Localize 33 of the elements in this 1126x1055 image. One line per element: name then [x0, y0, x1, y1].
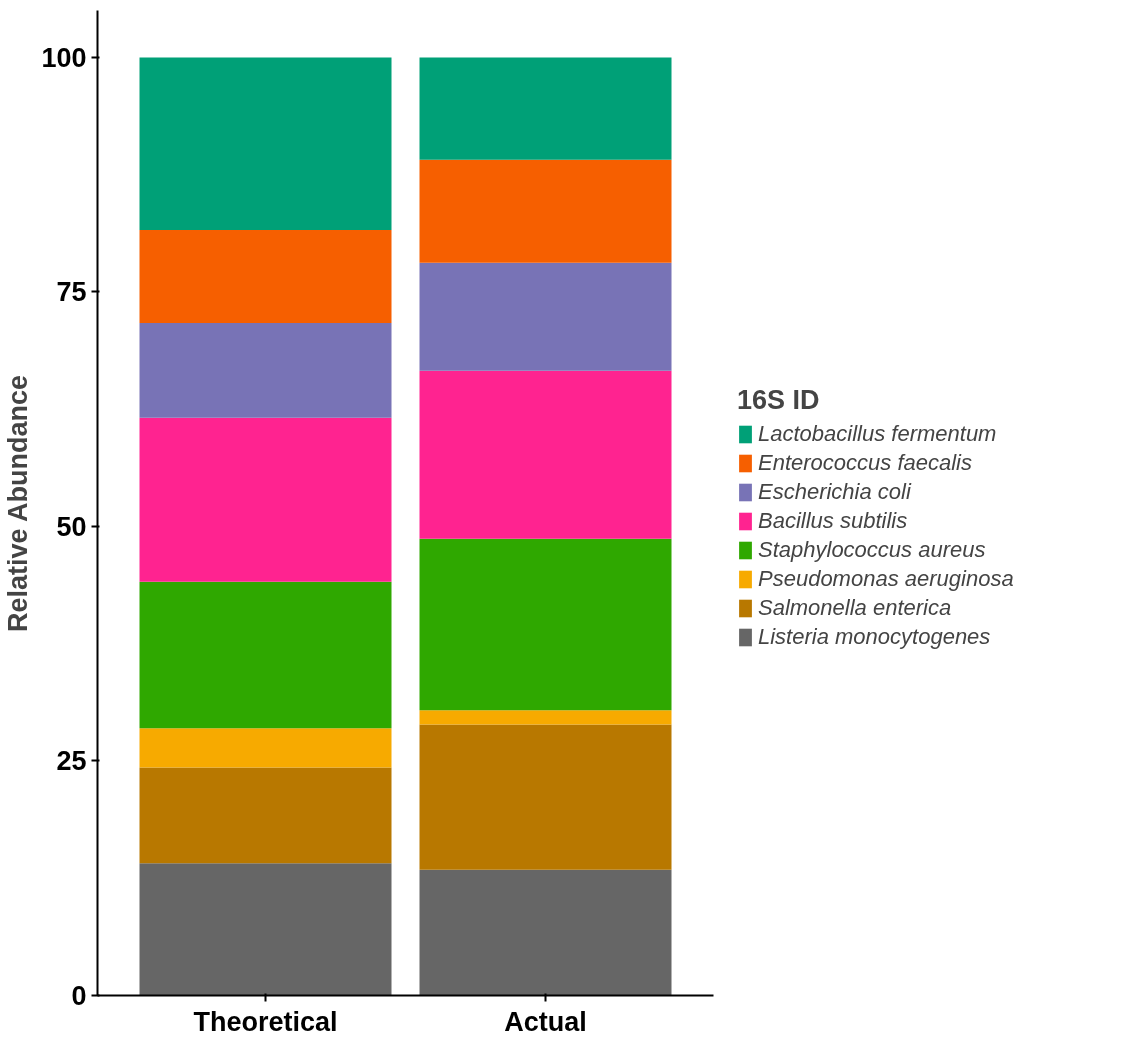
legend-label: Staphylococcus aureus: [758, 537, 986, 563]
legend-label: Lactobacillus fermentum: [758, 421, 997, 447]
bar: [139, 767, 392, 864]
legend-label: Salmonella enterica: [758, 595, 952, 621]
bar: [419, 724, 672, 870]
legend-title: 16S ID: [737, 385, 821, 416]
bar: [419, 538, 672, 711]
legend-label: Listeria monocytogenes: [758, 624, 991, 650]
legend-label: Escherichia coli: [758, 479, 911, 505]
bar: [139, 57, 392, 231]
y-tick-label: 25: [56, 746, 87, 777]
bar: [419, 262, 672, 371]
legend-label: Pseudomonas aeruginosa: [758, 566, 1014, 592]
bar: [419, 370, 672, 539]
bar: [139, 581, 392, 729]
x-tick-label: Actual: [504, 1006, 587, 1037]
bar: [139, 863, 392, 996]
legend-label: Enterococcus faecalis: [758, 450, 972, 476]
bar: [419, 57, 672, 160]
y-tick-label: 100: [41, 42, 87, 73]
bar: [139, 230, 392, 323]
bar: [139, 417, 392, 582]
x-tick-label: Theoretical: [193, 1006, 338, 1037]
bar: [139, 322, 392, 418]
bar: [419, 869, 672, 996]
y-tick-label: 50: [56, 511, 87, 542]
bar: [139, 728, 392, 768]
bar: [419, 710, 672, 725]
y-tick-label: 0: [71, 981, 87, 1011]
y-tick-label: 75: [56, 277, 87, 308]
legend-label: Bacillus subtilis: [758, 508, 908, 534]
bar: [419, 159, 672, 263]
y-axis-title: Relative Abundance: [3, 374, 34, 633]
